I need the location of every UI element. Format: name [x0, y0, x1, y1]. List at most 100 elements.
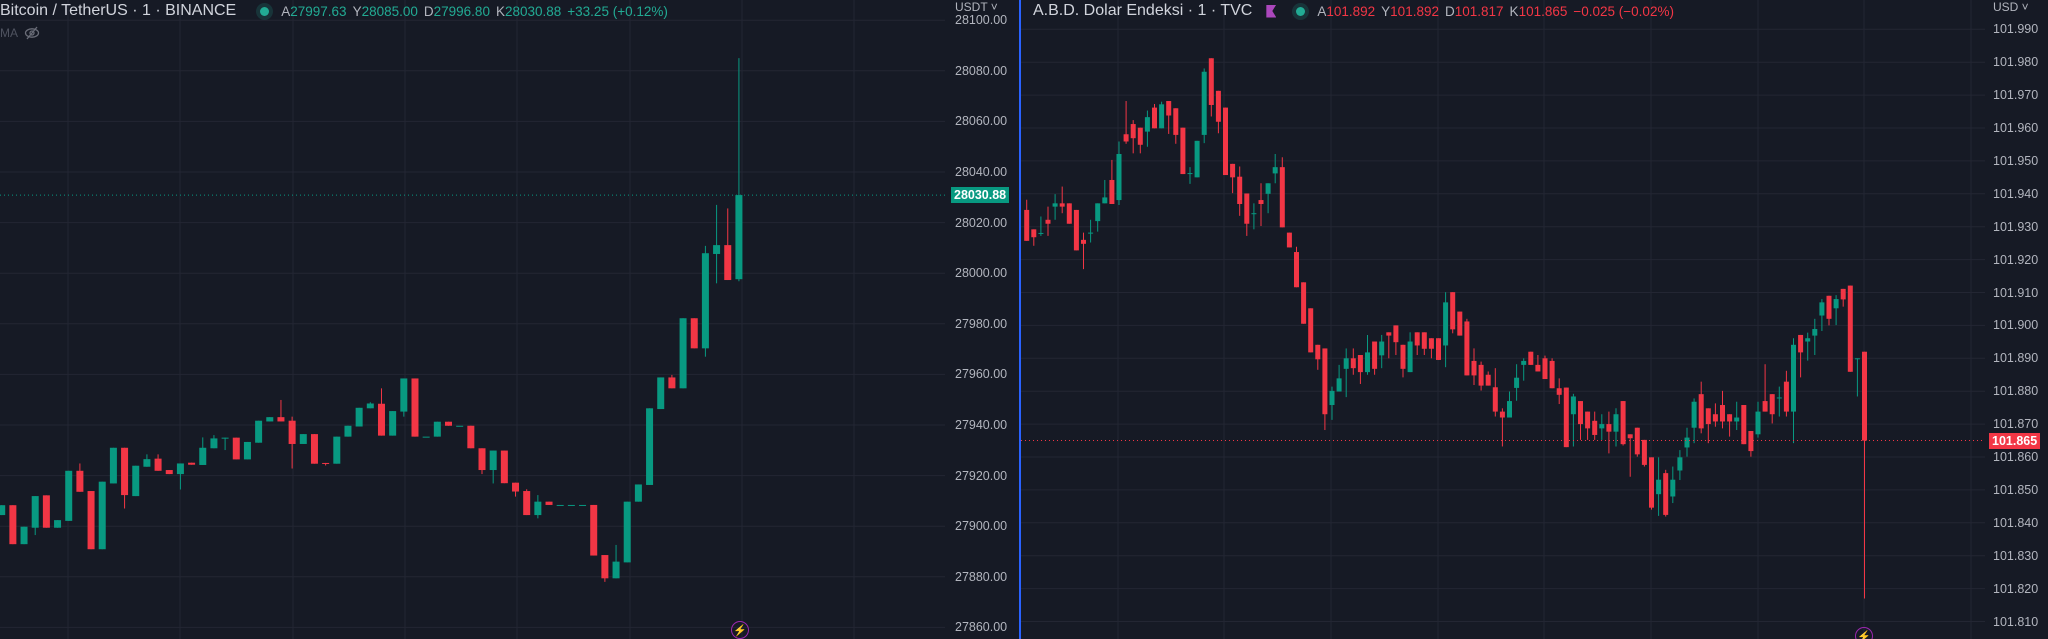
symbol-title[interactable]: A.B.D. Dolar Endeksi · 1 · TVC — [1033, 2, 1253, 19]
currency-selector[interactable]: USD ˅ — [1993, 0, 2029, 14]
candle-body — [489, 450, 497, 471]
candle-body — [132, 465, 140, 497]
candle — [87, 491, 95, 550]
y-tick-label: 27900.00 — [955, 519, 1008, 534]
candle — [1599, 414, 1605, 440]
candle — [1705, 408, 1711, 444]
candle-body — [0, 505, 6, 516]
y-tick-label: 101.850 — [1993, 482, 2039, 497]
candle-body — [445, 421, 452, 426]
candle-body — [701, 253, 709, 349]
candle-body — [176, 463, 184, 475]
candle — [1507, 391, 1512, 418]
candle-body — [1081, 239, 1086, 244]
candle-body — [54, 520, 62, 528]
dxy-candlestick-chart[interactable] — [1021, 0, 1985, 639]
candle-body — [1201, 71, 1207, 135]
candle — [1251, 203, 1257, 230]
symbol-title[interactable]: Bitcoin / TetherUS · 1 · BINANCE — [0, 2, 237, 19]
active-pane-divider — [1019, 0, 1021, 639]
candle — [344, 425, 352, 437]
candle-body — [400, 378, 408, 412]
candle — [1478, 361, 1484, 391]
candle-body — [1471, 360, 1477, 376]
candle-body — [31, 496, 39, 528]
candle — [1059, 186, 1065, 214]
y-tick-label: 101.990 — [1993, 22, 2039, 37]
candle — [165, 470, 173, 475]
candle — [1805, 332, 1811, 361]
btc-price-axis[interactable]: USDT ˅ 28100.00 28080.00 28060.00 28040.00 2… — [945, 0, 1019, 639]
candle — [1563, 387, 1569, 448]
candle — [1272, 153, 1278, 184]
candle — [467, 425, 475, 449]
currency-selector[interactable]: USDT ˅ — [955, 0, 998, 14]
candle — [1400, 344, 1406, 378]
candle — [255, 420, 263, 443]
ohlc-value: 101.892 — [1326, 3, 1376, 19]
candle-body — [1428, 338, 1434, 349]
y-tick-label: 101.840 — [1993, 515, 2039, 530]
candle-body — [1400, 344, 1406, 369]
y-tick-label: 101.960 — [1993, 121, 2039, 135]
indicator-ma[interactable]: MA — [0, 26, 40, 40]
candle-body — [1223, 107, 1228, 176]
candle-body — [1166, 101, 1172, 116]
lightning-icon[interactable]: ⚡ — [731, 621, 749, 639]
candle — [1038, 216, 1044, 236]
candle-body — [1833, 299, 1839, 309]
candle-body — [1301, 282, 1307, 324]
btc-candlestick-chart[interactable] — [0, 0, 945, 639]
candle-body — [322, 462, 330, 464]
candle-body — [1187, 173, 1193, 175]
candle — [1521, 358, 1527, 381]
candle — [1336, 364, 1342, 392]
candle-body — [1038, 232, 1044, 234]
ohlc-value: 27996.80 — [433, 3, 490, 19]
candle — [221, 437, 229, 451]
candle-body — [1769, 394, 1775, 415]
candle-body — [20, 526, 28, 545]
eye-slash-icon[interactable] — [24, 26, 40, 40]
candle-body — [1840, 288, 1846, 300]
candle — [489, 450, 497, 484]
candle-body — [1485, 374, 1491, 386]
candle — [1386, 332, 1392, 359]
dxy-chart-pane[interactable]: A.B.D. Dolar Endeksi · 1 · TVC A101.892 Y… — [1021, 0, 1985, 639]
dxy-price-axis[interactable]: USD ˅ 101.990 101.980 101.970 101.960 101.95… — [1985, 0, 2048, 639]
candle — [1421, 332, 1427, 356]
candle — [1294, 246, 1299, 288]
candle-body — [1379, 341, 1385, 356]
candle — [132, 465, 140, 497]
candle-body — [1308, 308, 1314, 353]
candle-body — [1578, 401, 1583, 425]
y-tick-label: 28000.00 — [955, 266, 1008, 281]
candle-body — [366, 403, 374, 409]
candle — [310, 434, 318, 464]
candle-body — [1535, 364, 1541, 372]
dxy-legend: A.B.D. Dolar Endeksi · 1 · TVC A101.892 Y… — [1033, 2, 1674, 20]
candle — [1350, 348, 1356, 375]
flag-icon[interactable] — [1266, 4, 1277, 18]
candle-body — [165, 470, 173, 475]
candle — [9, 505, 17, 545]
candle — [1244, 193, 1250, 236]
candle-body — [1251, 213, 1257, 215]
lightning-icon[interactable]: ⚡ — [1855, 627, 1873, 639]
ohlc-value: 101.892 — [1390, 3, 1439, 19]
candle — [1862, 351, 1867, 599]
candle-body — [456, 425, 464, 427]
candle — [1109, 159, 1115, 204]
candle-body — [1528, 351, 1534, 365]
currency-label: USDT — [955, 0, 988, 14]
y-tick-label: 101.950 — [1993, 153, 2039, 168]
candle — [1840, 288, 1846, 307]
candle-body — [277, 417, 285, 422]
candle — [1457, 311, 1463, 336]
candle — [1833, 295, 1839, 326]
candle — [154, 454, 162, 471]
btc-chart-pane[interactable]: Bitcoin / TetherUS · 1 · BINANCE A27997.… — [0, 0, 945, 639]
y-tick-label: 101.940 — [1993, 186, 2039, 201]
candle — [1215, 90, 1221, 134]
candle — [389, 411, 397, 436]
